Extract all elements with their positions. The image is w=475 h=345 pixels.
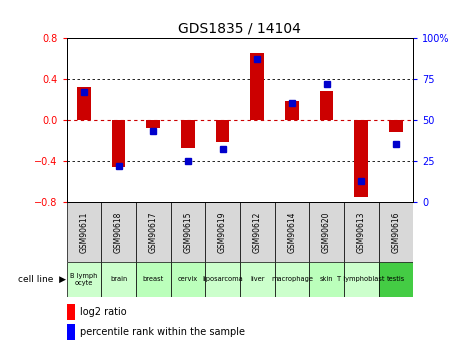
Bar — [275, 262, 309, 297]
Bar — [66, 262, 101, 297]
Bar — [285, 101, 299, 120]
Text: macrophage: macrophage — [271, 276, 313, 283]
Bar — [146, 120, 160, 128]
Bar — [171, 202, 205, 262]
Bar — [379, 202, 413, 262]
Bar — [240, 262, 275, 297]
Bar — [77, 87, 91, 120]
Bar — [309, 262, 344, 297]
Bar — [344, 202, 379, 262]
Bar — [112, 120, 125, 167]
Text: GSM90612: GSM90612 — [253, 211, 262, 253]
Bar — [344, 262, 379, 297]
Bar — [354, 120, 368, 197]
Text: GSM90611: GSM90611 — [79, 211, 88, 253]
Bar — [101, 262, 136, 297]
Bar — [240, 202, 275, 262]
Text: GSM90618: GSM90618 — [114, 211, 123, 253]
Bar — [66, 324, 75, 340]
Bar — [136, 262, 171, 297]
Bar — [250, 53, 264, 120]
Bar — [101, 202, 136, 262]
Text: GSM90620: GSM90620 — [322, 211, 331, 253]
Text: cell line  ▶: cell line ▶ — [19, 275, 66, 284]
Text: log2 ratio: log2 ratio — [80, 307, 127, 317]
Bar — [66, 202, 101, 262]
Text: T lymphoblast: T lymphoblast — [338, 276, 385, 283]
Bar — [389, 120, 403, 132]
Text: GSM90619: GSM90619 — [218, 211, 227, 253]
Text: B lymph
ocyte: B lymph ocyte — [70, 273, 97, 286]
Bar — [309, 202, 344, 262]
Bar — [320, 91, 333, 120]
Text: GSM90617: GSM90617 — [149, 211, 158, 253]
Text: GSM90615: GSM90615 — [183, 211, 192, 253]
Text: skin: skin — [320, 276, 333, 283]
Text: percentile rank within the sample: percentile rank within the sample — [80, 327, 246, 337]
Text: GSM90616: GSM90616 — [391, 211, 400, 253]
Text: brain: brain — [110, 276, 127, 283]
Text: breast: breast — [142, 276, 164, 283]
Title: GDS1835 / 14104: GDS1835 / 14104 — [179, 21, 301, 36]
Bar — [136, 202, 171, 262]
Bar — [171, 262, 205, 297]
Text: testis: testis — [387, 276, 405, 283]
Bar — [181, 120, 195, 148]
Bar — [216, 120, 229, 142]
Bar — [275, 202, 309, 262]
Text: GSM90614: GSM90614 — [287, 211, 296, 253]
Bar — [205, 262, 240, 297]
Text: liver: liver — [250, 276, 265, 283]
Bar — [379, 262, 413, 297]
Bar — [66, 304, 75, 320]
Text: liposarcoma: liposarcoma — [202, 276, 243, 283]
Text: cervix: cervix — [178, 276, 198, 283]
Text: GSM90613: GSM90613 — [357, 211, 366, 253]
Bar — [205, 202, 240, 262]
